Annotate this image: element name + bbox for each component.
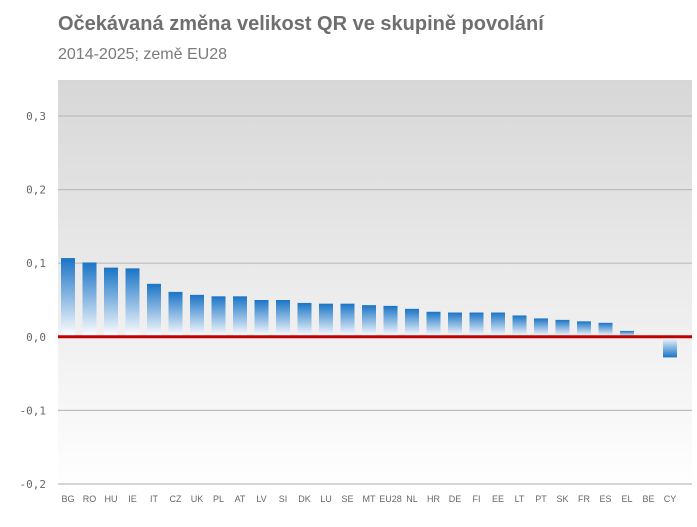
x-tick-label: SI [279, 494, 288, 504]
x-tick-label: RO [83, 494, 97, 504]
x-tick-label: EU28 [379, 494, 402, 504]
bar-ee [491, 312, 505, 337]
bar-fr [577, 321, 591, 337]
bar-cz [168, 291, 183, 337]
x-tick-label: IT [150, 494, 159, 504]
y-tick-label: 0,0 [26, 331, 46, 344]
bar-bg [61, 258, 75, 337]
x-tick-label: BG [61, 494, 74, 504]
chart-title: Očekávaná změna velikost QR ve skupině p… [58, 13, 544, 35]
bar-pl [211, 296, 226, 337]
x-tick-label: DE [449, 494, 462, 504]
x-tick-label: UK [191, 494, 204, 504]
bar-at [233, 296, 247, 337]
bar-lu [319, 303, 333, 337]
bar-it [147, 283, 161, 337]
x-tick-label: SE [341, 494, 353, 504]
bar-lt [512, 315, 527, 337]
bar-uk [190, 294, 204, 337]
bar-fi [469, 312, 484, 337]
x-tick-label: PT [535, 494, 547, 504]
x-tick-label: HR [427, 494, 440, 504]
bar-se [340, 303, 355, 337]
x-tick-label: MT [363, 494, 376, 504]
bar-dk [297, 302, 312, 337]
x-tick-label: AT [235, 494, 246, 504]
bar-hu [104, 267, 118, 337]
bar-de [448, 312, 462, 337]
x-tick-label: LT [515, 494, 525, 504]
x-axis: BG RO HU IE IT CZ UK PL AT LV SI DK LU SE MT EU28 NL HR DE… [61, 494, 676, 504]
y-tick-label: -0,1 [20, 404, 47, 417]
bar-hr [426, 311, 441, 337]
x-tick-label: CZ [170, 494, 182, 504]
bar-sk [555, 319, 570, 337]
x-tick-label: IE [128, 494, 137, 504]
plot-area [58, 80, 692, 490]
chart-subtitle: 2014-2025; země EU28 [58, 46, 227, 63]
bar-lv [254, 300, 269, 337]
x-tick-label: EL [621, 494, 632, 504]
bar-si [276, 300, 290, 337]
bar-eu28 [383, 305, 398, 337]
bar-nl [405, 308, 419, 337]
bar-es [598, 322, 613, 337]
bar-ie [125, 268, 140, 337]
x-tick-label: ES [599, 494, 611, 504]
bar-pt [534, 318, 548, 337]
x-tick-label: LU [320, 494, 332, 504]
y-tick-label: -0,2 [20, 478, 47, 491]
x-tick-label: EE [492, 494, 504, 504]
x-tick-label: PL [213, 494, 224, 504]
x-tick-label: LV [256, 494, 266, 504]
x-tick-label: HU [105, 494, 118, 504]
x-tick-label: FR [578, 494, 590, 504]
y-tick-label: 0,3 [26, 110, 46, 123]
x-tick-label: FI [473, 494, 481, 504]
x-tick-label: BE [642, 494, 654, 504]
bar-ro [82, 262, 97, 337]
y-tick-label: 0,2 [26, 184, 46, 197]
x-tick-label: CY [664, 494, 677, 504]
bar-mt [362, 305, 376, 337]
bar-el [620, 330, 634, 337]
x-tick-label: NL [406, 494, 418, 504]
y-tick-label: 0,1 [26, 257, 46, 270]
x-tick-label: SK [556, 494, 568, 504]
y-axis: 0,3 0,2 0,1 0,0 -0,1 -0,2 [20, 110, 47, 491]
x-tick-label: DK [298, 494, 311, 504]
bars [61, 258, 677, 358]
bar-cy [663, 336, 677, 358]
grid-lines [58, 115, 692, 485]
